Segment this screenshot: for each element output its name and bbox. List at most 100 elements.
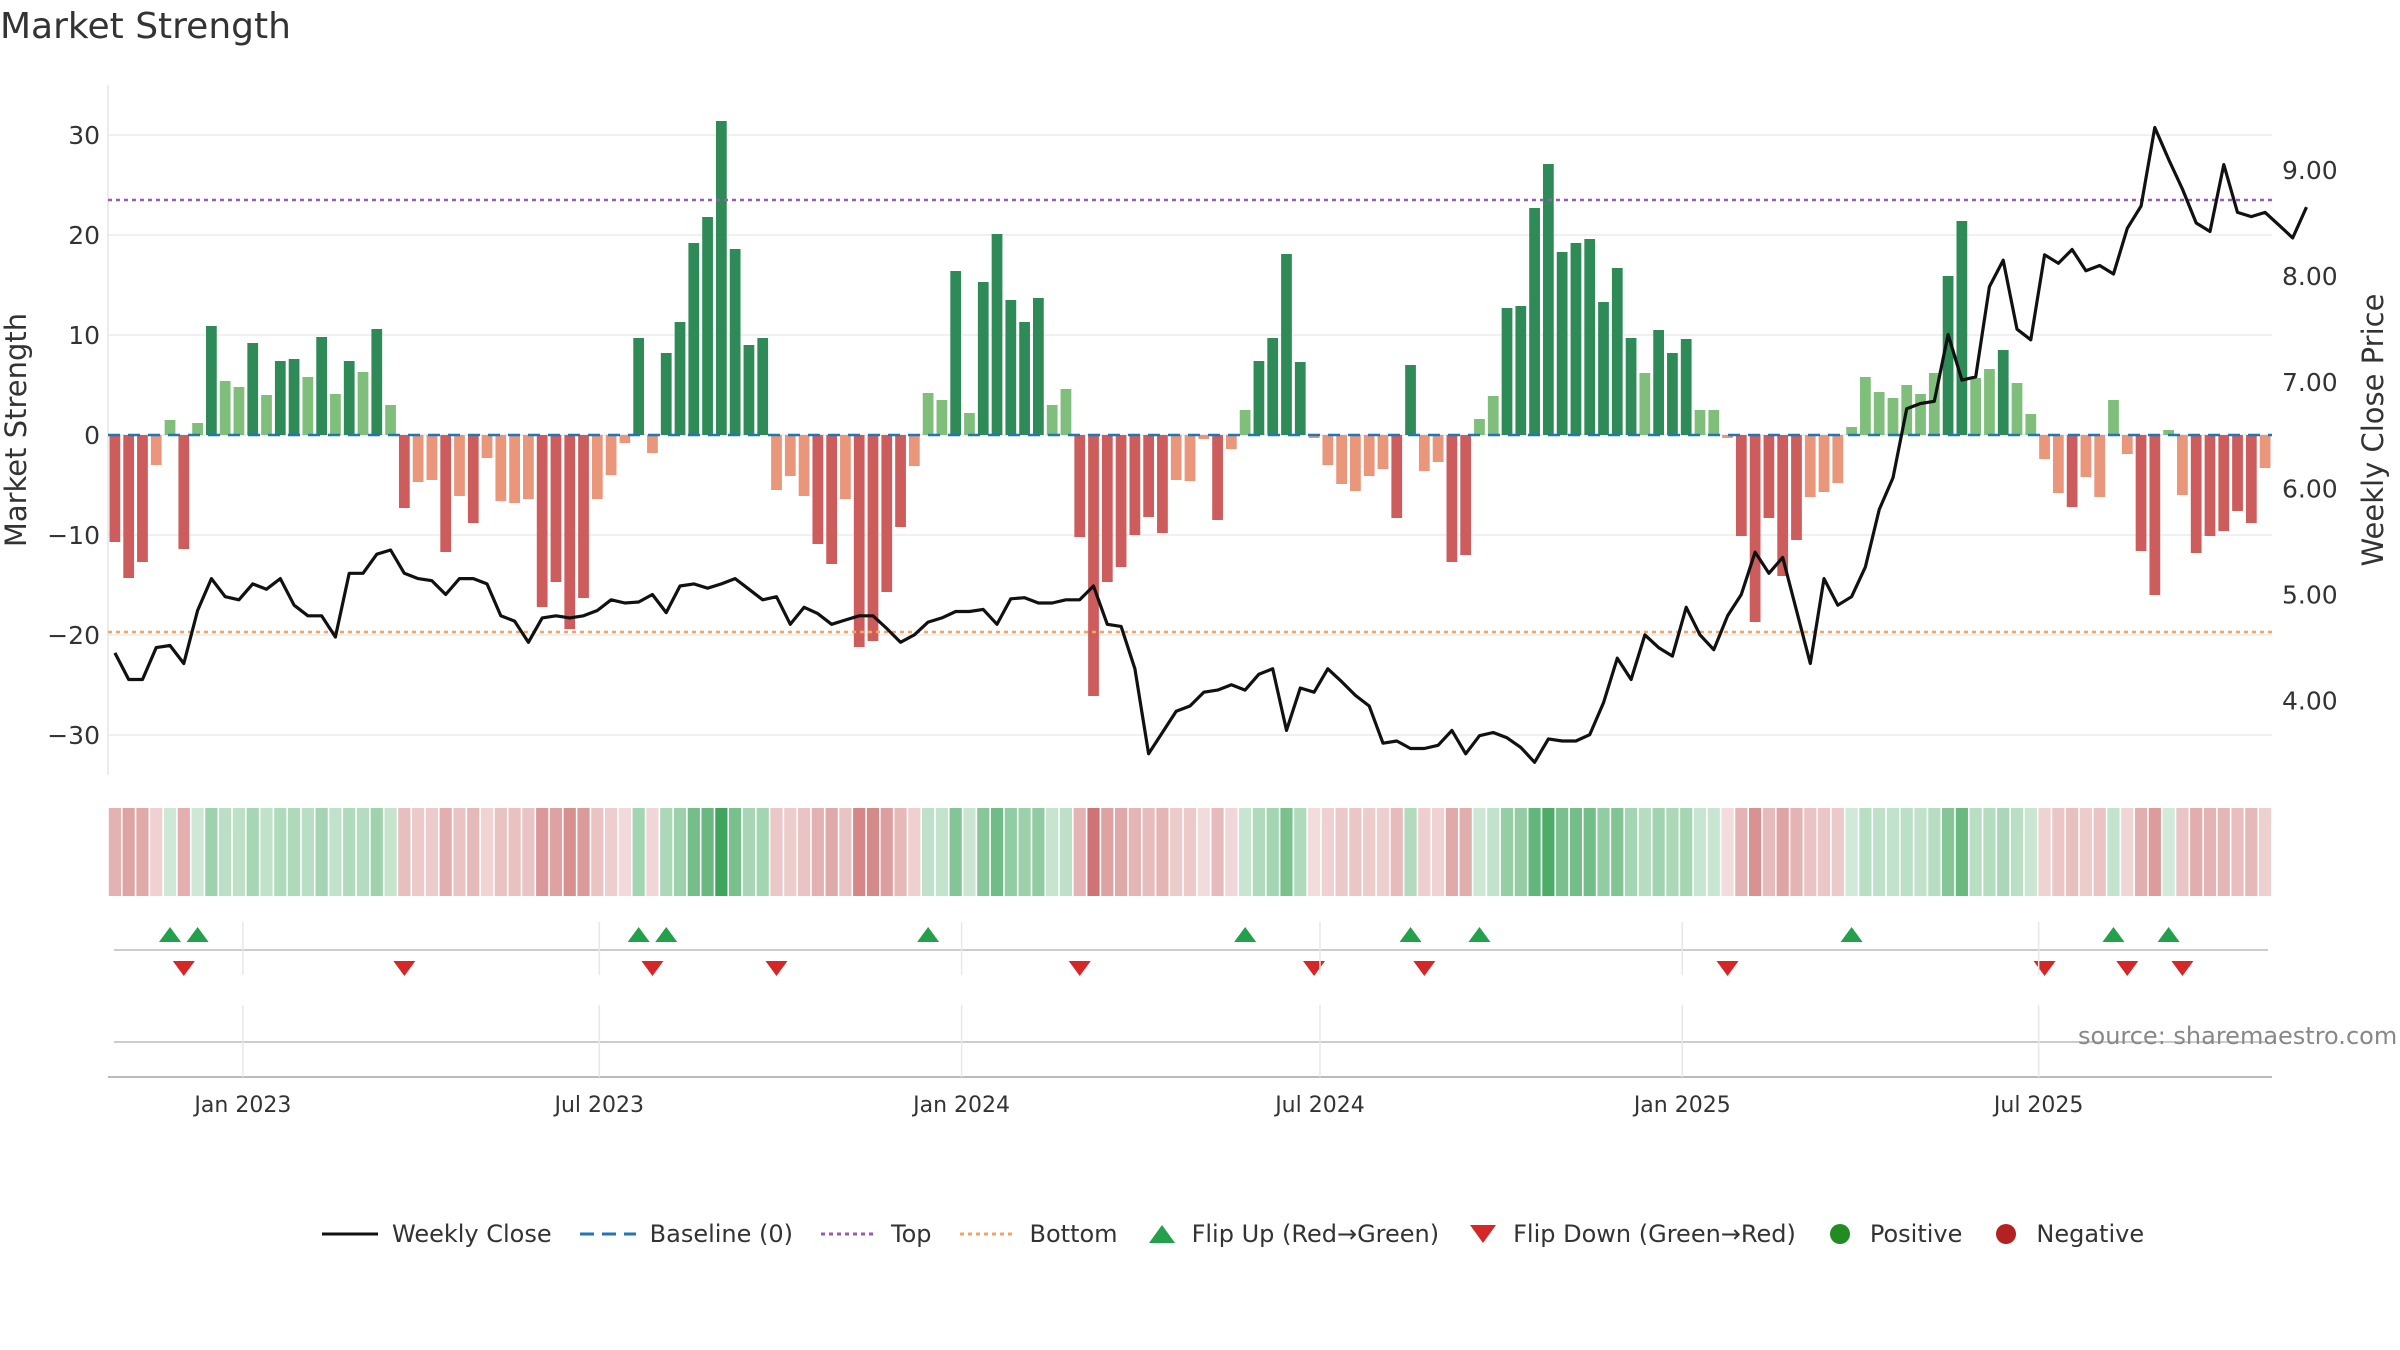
heat-cell [1845, 808, 1858, 896]
legend-label: Weekly Close [392, 1220, 552, 1248]
heat-cell [1004, 808, 1017, 896]
strength-bar [302, 377, 314, 435]
flip-markers [114, 927, 2268, 1043]
heat-cell [1114, 808, 1128, 896]
heat-cell [977, 808, 990, 896]
strength-bar [757, 338, 769, 435]
heat-cell [108, 808, 121, 896]
heat-cell [1542, 808, 1555, 896]
strength-bar [1611, 268, 1623, 435]
strength-bar [440, 435, 452, 552]
strength-bar [2232, 435, 2243, 511]
heat-cell [1252, 808, 1266, 896]
heat-cell [894, 808, 907, 896]
strength-bar [715, 121, 727, 435]
legend-label: Baseline (0) [649, 1220, 794, 1248]
heat-cell [1955, 808, 1968, 896]
legend: Weekly Close Baseline (0) Top Bottom Fli… [320, 1214, 2170, 1254]
chart-title: Market Strength [0, 6, 291, 47]
strength-bar [1860, 377, 1871, 435]
heat-cell [1059, 808, 1073, 896]
heat-cell [163, 808, 177, 896]
x-tick-label: Jul 2023 [553, 1093, 645, 1118]
strength-bar [702, 217, 713, 435]
heat-cell [1445, 808, 1458, 896]
heat-cell [1156, 808, 1169, 896]
strength-bar [357, 372, 369, 435]
strength-bar [1984, 369, 1995, 435]
strength-bar [1157, 435, 1168, 533]
flip-up-marker [159, 927, 182, 942]
strength-bar [826, 435, 838, 564]
heat-cell [246, 808, 259, 896]
heat-cell [412, 808, 425, 896]
heat-cell [1583, 808, 1596, 896]
strength-bar [454, 435, 465, 496]
heat-cell [1128, 808, 1141, 896]
heat-cell [1363, 808, 1376, 896]
strength-bar [619, 435, 631, 443]
strength-bar [2121, 435, 2133, 454]
flip-up-marker [2157, 927, 2180, 942]
strength-bars [109, 121, 2271, 696]
strength-bar [371, 329, 383, 435]
heat-cell [756, 808, 769, 896]
flip-up-marker [1840, 927, 1863, 942]
heat-cell [1225, 808, 1238, 896]
heat-cell [935, 808, 948, 896]
heat-cell [949, 808, 962, 896]
strength-bar [1350, 435, 1361, 491]
heat-cell [384, 808, 397, 896]
strength-bar [2204, 435, 2216, 536]
strength-bar [536, 435, 548, 607]
heat-cell [122, 808, 135, 896]
strength-bar [2190, 435, 2202, 553]
heat-cell [1652, 808, 1665, 896]
heat-cell [356, 808, 370, 896]
heat-cell [150, 808, 163, 896]
strength-bar [1418, 435, 1430, 471]
legend-label: Negative [2036, 1220, 2145, 1248]
strength-bar [1735, 435, 1747, 536]
heat-cell [1886, 808, 1900, 896]
strength-bar [936, 400, 948, 435]
y-right-axis-title: Weekly Close Price [2356, 294, 2390, 567]
heat-cell [1666, 808, 1679, 896]
heat-cell [1762, 808, 1775, 896]
strength-bar [1308, 435, 1320, 438]
heat-cell [2217, 808, 2230, 896]
heat-cell [1817, 808, 1831, 896]
strength-bar [1598, 302, 1609, 435]
heat-cell [1473, 808, 1486, 896]
heat-cell [1859, 808, 1872, 896]
heat-cell [1831, 808, 1844, 896]
strength-bar [564, 435, 576, 629]
heat-cell [797, 808, 811, 896]
y-left-tick-label: −30 [47, 721, 100, 750]
strength-bar [385, 405, 396, 435]
strength-bar [591, 435, 603, 499]
legend-label: Flip Up (Red→Green) [1191, 1220, 1440, 1248]
strength-bar [1474, 419, 1485, 435]
strength-bar [1542, 164, 1554, 435]
strength-bar [633, 338, 645, 435]
legend-positive: Positive [1822, 1220, 1963, 1248]
strength-bar [2039, 435, 2050, 459]
heat-cell [591, 808, 604, 896]
legend-label: Positive [1869, 1220, 1963, 1248]
x-axis: Jan 2023 Jul 2023 Jan 2024 Jul 2024 Jan 2025… [108, 922, 2272, 1118]
legend-label: Flip Down (Green→Red) [1513, 1220, 1796, 1248]
strength-bar [922, 393, 934, 435]
heat-cell [2024, 808, 2037, 896]
flip-down-marker [1413, 961, 1436, 976]
heat-cell [2038, 808, 2051, 896]
heat-cell [2176, 808, 2189, 896]
strength-bar [1267, 338, 1279, 435]
strength-bar [109, 435, 121, 542]
heat-cell [1239, 808, 1252, 896]
legend-flip-down: Flip Down (Green→Red) [1465, 1220, 1796, 1248]
heat-cell [1046, 808, 1059, 896]
strength-bar [1377, 435, 1389, 469]
heat-cell [1280, 808, 1293, 896]
heat-cell [205, 808, 218, 896]
